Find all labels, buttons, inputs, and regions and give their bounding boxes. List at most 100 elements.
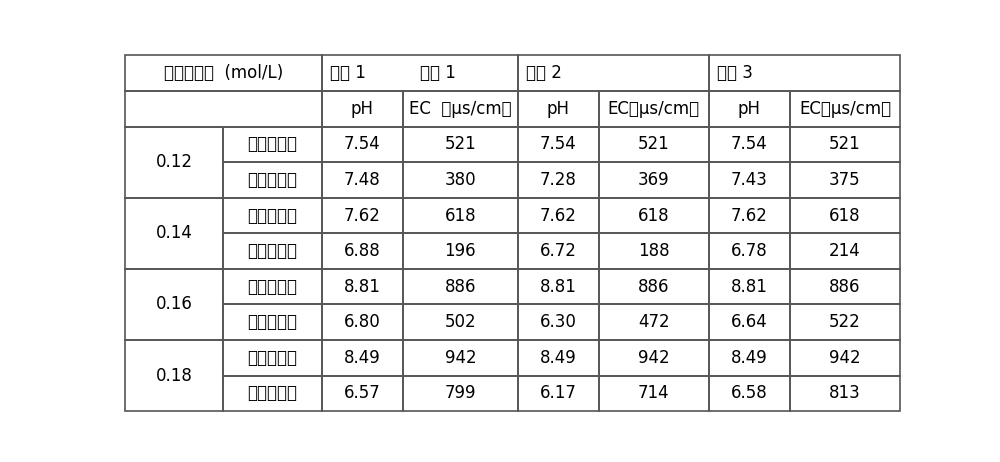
Text: 7.28: 7.28 [540, 171, 577, 189]
Text: 未加改良剂: 未加改良剂 [248, 135, 298, 153]
Text: 8.49: 8.49 [731, 349, 768, 367]
Bar [709, 304, 790, 340]
Bar [518, 55, 709, 91]
Bar [125, 198, 223, 269]
Text: 714: 714 [638, 384, 670, 402]
Bar [709, 233, 790, 269]
Text: 375: 375 [829, 171, 861, 189]
Bar [790, 304, 900, 340]
Bar [223, 304, 322, 340]
Text: 942: 942 [638, 349, 670, 367]
Text: 214: 214 [829, 242, 861, 260]
Bar [790, 233, 900, 269]
Bar [599, 269, 709, 304]
Text: 813: 813 [829, 384, 861, 402]
Bar [790, 269, 900, 304]
Text: 521: 521 [444, 135, 476, 153]
Bar [403, 376, 518, 411]
Text: 6.78: 6.78 [731, 242, 768, 260]
Text: 未加改良剂: 未加改良剂 [248, 349, 298, 367]
Text: 369: 369 [638, 171, 670, 189]
Text: 0.14: 0.14 [156, 225, 193, 242]
Bar [599, 304, 709, 340]
Bar [223, 269, 322, 304]
Text: 196: 196 [445, 242, 476, 260]
Bar [518, 91, 599, 127]
Bar [223, 376, 322, 411]
Text: 实例 2: 实例 2 [526, 64, 562, 82]
Text: 0.16: 0.16 [156, 296, 193, 313]
Bar [790, 91, 900, 127]
Text: 实例 1: 实例 1 [420, 64, 456, 82]
Bar [518, 269, 599, 304]
Text: 6.80: 6.80 [344, 313, 381, 331]
Text: 942: 942 [829, 349, 861, 367]
Text: 7.62: 7.62 [540, 207, 577, 225]
Text: 7.54: 7.54 [540, 135, 577, 153]
Text: 6.17: 6.17 [540, 384, 577, 402]
Bar [790, 198, 900, 233]
Bar [599, 162, 709, 198]
Text: 799: 799 [445, 384, 476, 402]
Text: 7.43: 7.43 [731, 171, 768, 189]
Text: 6.64: 6.64 [731, 313, 768, 331]
Text: 521: 521 [829, 135, 861, 153]
Bar [790, 340, 900, 376]
Text: 886: 886 [638, 278, 670, 296]
Text: 380: 380 [445, 171, 476, 189]
Text: 521: 521 [638, 135, 670, 153]
Text: 8.49: 8.49 [540, 349, 577, 367]
Bar [599, 233, 709, 269]
Bar [790, 127, 900, 162]
Bar [709, 127, 790, 162]
Bar [599, 91, 709, 127]
Text: 8.81: 8.81 [344, 278, 381, 296]
Text: 618: 618 [638, 207, 670, 225]
Bar [790, 376, 900, 411]
Bar [403, 162, 518, 198]
Bar [322, 127, 403, 162]
Bar [403, 91, 518, 127]
Bar [403, 233, 518, 269]
Text: 碳酸钓溶度  (mol/L): 碳酸钓溶度 (mol/L) [164, 64, 283, 82]
Bar [709, 198, 790, 233]
Text: 618: 618 [829, 207, 861, 225]
Text: 未加改良剂: 未加改良剂 [248, 278, 298, 296]
Bar [125, 91, 322, 127]
Bar [223, 340, 322, 376]
Text: 加入改良剂: 加入改良剂 [248, 171, 298, 189]
Text: 7.54: 7.54 [344, 135, 381, 153]
Bar [709, 376, 790, 411]
Bar [322, 304, 403, 340]
Text: 未加改良剂: 未加改良剂 [248, 207, 298, 225]
Bar [322, 91, 403, 127]
Text: EC（μs/cm）: EC（μs/cm） [608, 100, 700, 118]
Bar [599, 127, 709, 162]
Text: 加入改良剂: 加入改良剂 [248, 384, 298, 402]
Bar [518, 198, 599, 233]
Text: 502: 502 [445, 313, 476, 331]
Bar [403, 127, 518, 162]
Text: pH: pH [351, 100, 374, 118]
Bar [790, 162, 900, 198]
Text: 886: 886 [445, 278, 476, 296]
Bar [125, 55, 322, 91]
Text: 6.57: 6.57 [344, 384, 381, 402]
Text: 472: 472 [638, 313, 670, 331]
Text: pH: pH [547, 100, 570, 118]
Text: 实例 1: 实例 1 [330, 64, 366, 82]
Text: 886: 886 [829, 278, 861, 296]
Bar [322, 340, 403, 376]
Bar [322, 198, 403, 233]
Text: 188: 188 [638, 242, 670, 260]
Bar [223, 198, 322, 233]
Text: 6.30: 6.30 [540, 313, 577, 331]
Bar [223, 127, 322, 162]
Bar [709, 91, 790, 127]
Text: 7.54: 7.54 [731, 135, 768, 153]
Bar [223, 162, 322, 198]
Text: 6.88: 6.88 [344, 242, 381, 260]
Bar [403, 304, 518, 340]
Bar [322, 376, 403, 411]
Bar [125, 340, 223, 411]
